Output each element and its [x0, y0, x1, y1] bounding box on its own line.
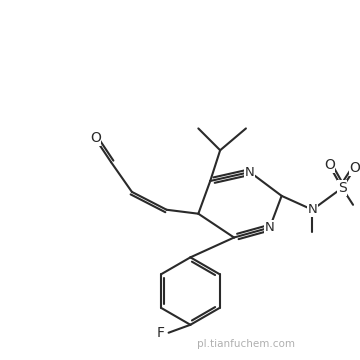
- Text: O: O: [324, 158, 335, 172]
- Text: N: N: [265, 221, 275, 234]
- Text: O: O: [350, 161, 360, 175]
- Text: pl.tianfuchem.com: pl.tianfuchem.com: [197, 339, 295, 348]
- Text: F: F: [157, 326, 165, 340]
- Text: N: N: [307, 203, 317, 216]
- Text: N: N: [245, 166, 255, 179]
- Text: O: O: [90, 131, 101, 145]
- Text: S: S: [338, 181, 347, 195]
